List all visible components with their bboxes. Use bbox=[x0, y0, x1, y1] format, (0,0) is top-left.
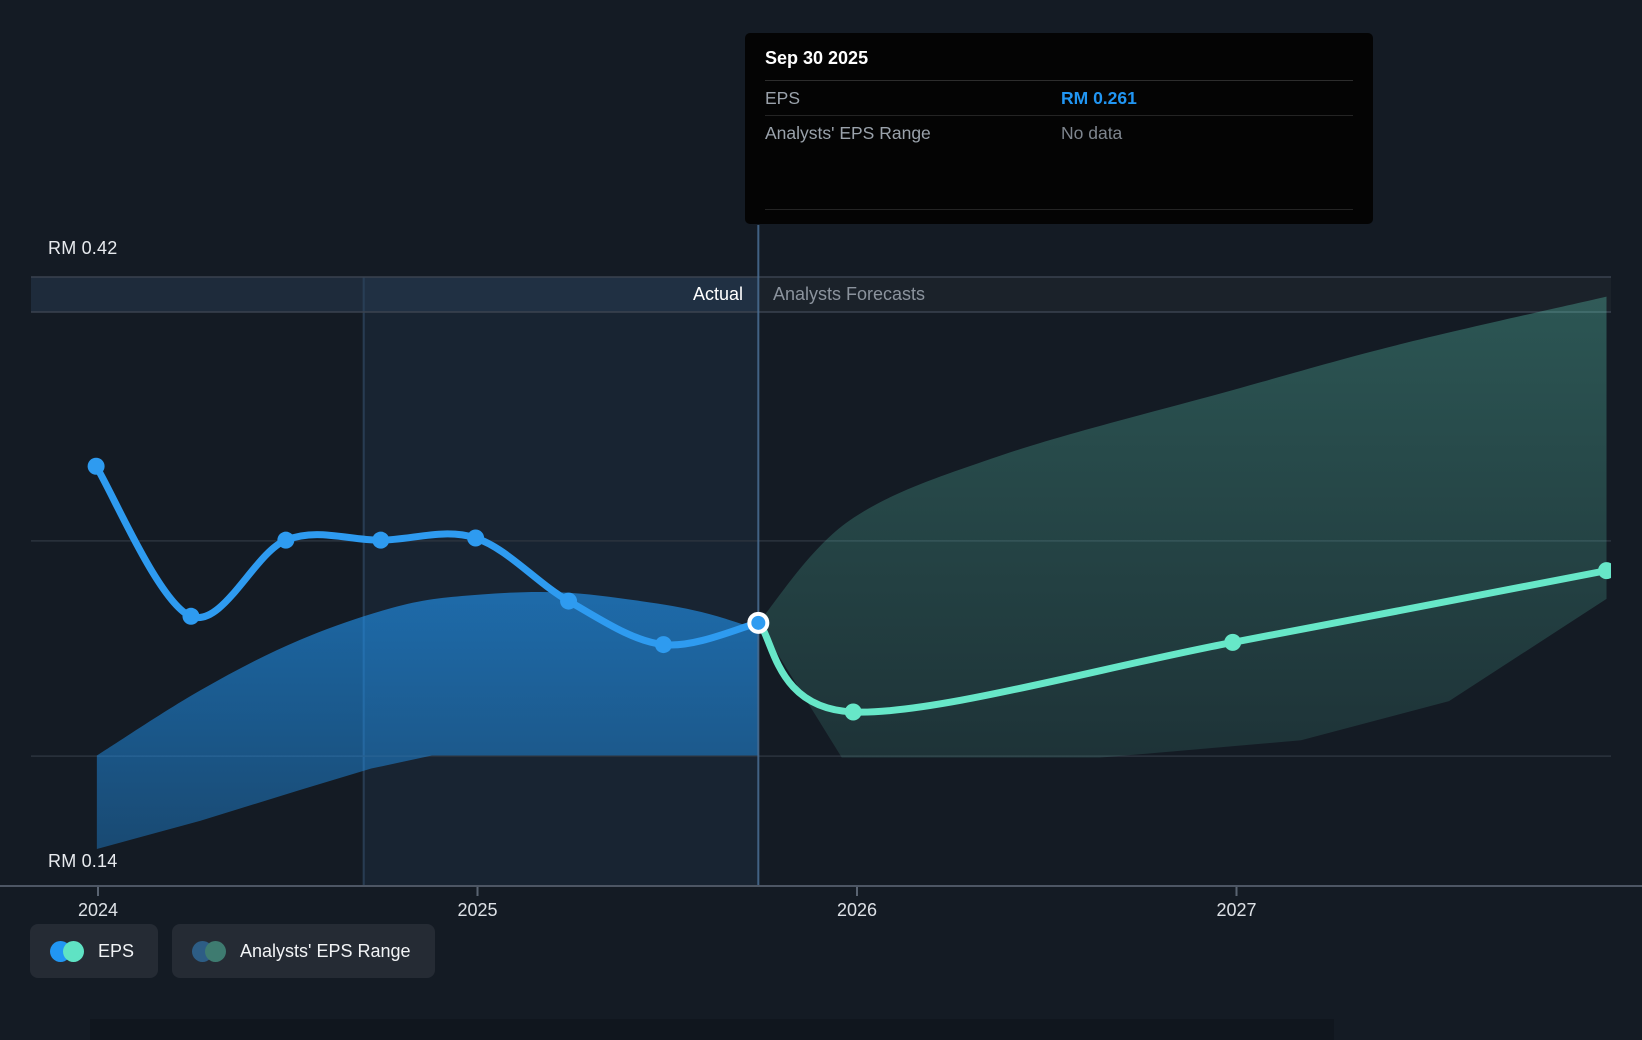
legend-label: EPS bbox=[98, 940, 135, 961]
actual-data-point[interactable] bbox=[277, 531, 295, 549]
tooltip-row: Analysts' EPS Range No data bbox=[765, 116, 1353, 150]
analysts-range-actual bbox=[96, 591, 759, 850]
forecast-data-point[interactable] bbox=[1224, 633, 1242, 651]
actual-data-point[interactable] bbox=[372, 531, 390, 549]
tooltip-row-value: RM 0.261 bbox=[1061, 87, 1137, 108]
legend-dual-dot-icon bbox=[50, 940, 84, 962]
tooltip-row-label: Analysts' EPS Range bbox=[765, 122, 931, 143]
actual-header-band bbox=[31, 277, 759, 312]
actual-data-point[interactable] bbox=[182, 607, 200, 625]
legend-item-analysts-eps-range[interactable]: Analysts' EPS Range bbox=[172, 924, 435, 978]
y-axis-top-label: RM 0.42 bbox=[48, 238, 118, 258]
legend-dual-dot-icon bbox=[192, 940, 227, 962]
actual-section-label: Actual bbox=[692, 284, 743, 304]
forecast-eps-line[interactable] bbox=[754, 567, 1611, 716]
x-axis-label-2024: 2024 bbox=[77, 900, 119, 920]
tooltip-row: EPS RM 0.261 bbox=[765, 81, 1353, 116]
x-axis-label-2025: 2025 bbox=[457, 900, 498, 920]
x-axis-label-2026: 2026 bbox=[836, 900, 878, 920]
last-year-highlight-band bbox=[363, 277, 759, 886]
tooltip-row-label: EPS bbox=[765, 87, 801, 108]
legend-label: Analysts' EPS Range bbox=[240, 940, 411, 961]
actual-data-point[interactable] bbox=[654, 636, 672, 654]
chart-tooltip: Sep 30 2025 EPS RM 0.261 Analysts' EPS Ran… bbox=[745, 33, 1373, 224]
actual-data-point[interactable] bbox=[467, 529, 485, 547]
forecast-data-point[interactable] bbox=[1598, 562, 1615, 580]
forecast-data-point[interactable] bbox=[844, 703, 862, 721]
legend-item-eps[interactable]: EPS bbox=[30, 924, 159, 978]
bottom-section-edge bbox=[90, 1019, 1334, 1040]
forecast-section-label: Analysts Forecasts bbox=[773, 284, 926, 304]
actual-data-point[interactable] bbox=[560, 592, 578, 610]
chart-legend: EPS Analysts' EPS Range bbox=[30, 924, 435, 978]
tooltip-divider bbox=[765, 209, 1353, 210]
actual-data-point[interactable] bbox=[87, 457, 105, 475]
current-data-point[interactable] bbox=[747, 611, 770, 634]
x-axis-label-2027: 2027 bbox=[1216, 900, 1257, 920]
analysts-range-forecast bbox=[758, 296, 1607, 758]
tooltip-date: Sep 30 2025 bbox=[765, 48, 1353, 81]
y-axis-bottom-label: RM 0.14 bbox=[48, 851, 118, 871]
tooltip-row-value: No data bbox=[1061, 122, 1123, 143]
